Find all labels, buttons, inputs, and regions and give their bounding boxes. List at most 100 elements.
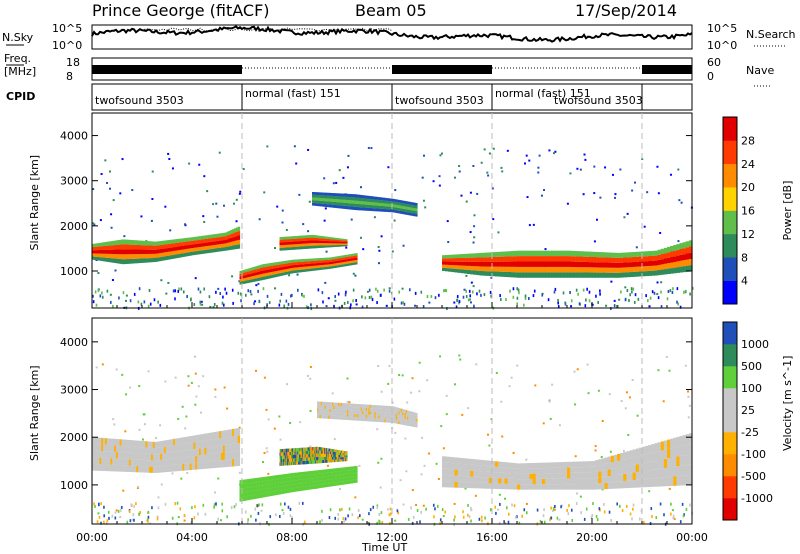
- band-cell: [604, 476, 609, 483]
- scatter-point: [423, 464, 426, 467]
- band-cell: [345, 254, 348, 258]
- band-cell: [284, 239, 287, 243]
- band-cell: [327, 262, 330, 265]
- band-cell: [152, 460, 156, 467]
- band-cell: [321, 238, 324, 241]
- band-cell: [635, 266, 640, 272]
- band-cell: [617, 481, 621, 489]
- band-cell: [325, 405, 328, 409]
- band-cell: [315, 446, 318, 451]
- noise-point: [683, 290, 685, 294]
- scatter-point: [324, 207, 327, 210]
- band-cell: [193, 251, 196, 255]
- band-cell: [361, 204, 364, 208]
- band-cell: [352, 197, 355, 201]
- band-cell: [333, 405, 336, 410]
- band-cell: [117, 258, 121, 264]
- noise-point: [235, 503, 237, 507]
- band-cell: [169, 239, 172, 244]
- band-cell: [221, 430, 224, 439]
- band-cell: [377, 205, 380, 209]
- band-cell: [295, 262, 298, 265]
- band-cell: [388, 201, 391, 204]
- band-cell: [106, 444, 110, 452]
- band-cell: [134, 465, 137, 473]
- band-cell: [310, 245, 313, 249]
- band-cell: [560, 256, 565, 262]
- band-cell: [152, 249, 156, 254]
- band-cell: [392, 204, 394, 207]
- noise-point: [507, 512, 510, 516]
- band-cell: [200, 434, 204, 442]
- band-cell: [101, 451, 104, 458]
- noise-point: [679, 520, 682, 524]
- scatter-point: [608, 393, 611, 396]
- band-cell: [445, 268, 449, 272]
- band-cell: [579, 261, 584, 268]
- band-cell: [399, 205, 402, 209]
- band-cell: [178, 437, 182, 445]
- band-cell: [226, 452, 230, 460]
- scatter-point: [512, 451, 515, 454]
- scatter-point: [427, 452, 430, 455]
- band-cell: [473, 465, 477, 471]
- scatter-point: [544, 248, 547, 251]
- band-cell: [595, 257, 599, 263]
- band-cell: [180, 450, 183, 458]
- band-cell: [463, 261, 468, 266]
- band-cell: [208, 440, 211, 448]
- band-cell: [415, 208, 418, 212]
- scatter-point: [190, 381, 193, 384]
- band-cell: [287, 458, 290, 462]
- band-cell: [217, 233, 220, 238]
- band-cell: [551, 478, 556, 485]
- noise-point: [670, 512, 672, 516]
- band-cell: [292, 458, 294, 462]
- band-cell: [235, 435, 239, 444]
- band-cell: [276, 262, 279, 266]
- band-cell: [316, 453, 319, 457]
- band-cell: [128, 249, 132, 255]
- band-cell: [210, 249, 213, 253]
- band-cell: [385, 409, 388, 413]
- band-cell: [320, 401, 323, 406]
- noise-point: [193, 516, 196, 520]
- band-cell: [585, 256, 590, 263]
- band-cell: [573, 472, 577, 479]
- band-cell: [204, 454, 207, 462]
- band-cell: [286, 260, 289, 264]
- scatter-point: [198, 163, 201, 166]
- band-cell: [285, 247, 287, 251]
- band-cell: [324, 236, 326, 239]
- scatter-point: [465, 274, 468, 277]
- noise-point: [199, 302, 202, 306]
- band-cell: [180, 253, 183, 258]
- band-cell: [557, 484, 562, 490]
- band-cell: [318, 408, 321, 412]
- scatter-point: [265, 447, 268, 450]
- band-cell: [343, 193, 346, 197]
- scatter-point: [183, 519, 186, 522]
- band-cell: [97, 437, 100, 445]
- band-cell: [373, 199, 376, 203]
- band-cell: [517, 463, 521, 469]
- band-cell: [285, 455, 287, 459]
- band-cell: [325, 451, 328, 454]
- scatter-point: [296, 273, 299, 276]
- noise-point: [370, 295, 373, 299]
- band-cell: [617, 272, 621, 278]
- band-cell: [355, 194, 358, 198]
- band-cell: [360, 414, 363, 418]
- band-cell: [445, 481, 449, 488]
- band-cell: [339, 205, 342, 209]
- band-cell: [323, 264, 326, 268]
- band-cell: [354, 403, 357, 408]
- band-cell: [688, 265, 693, 272]
- band-cell: [378, 418, 381, 423]
- band-cell: [291, 451, 293, 456]
- band-cell: [355, 407, 358, 411]
- scatter-point: [672, 517, 675, 520]
- band-cell: [208, 249, 211, 253]
- band-cell: [350, 403, 353, 407]
- colorbar-swatch: [723, 257, 737, 281]
